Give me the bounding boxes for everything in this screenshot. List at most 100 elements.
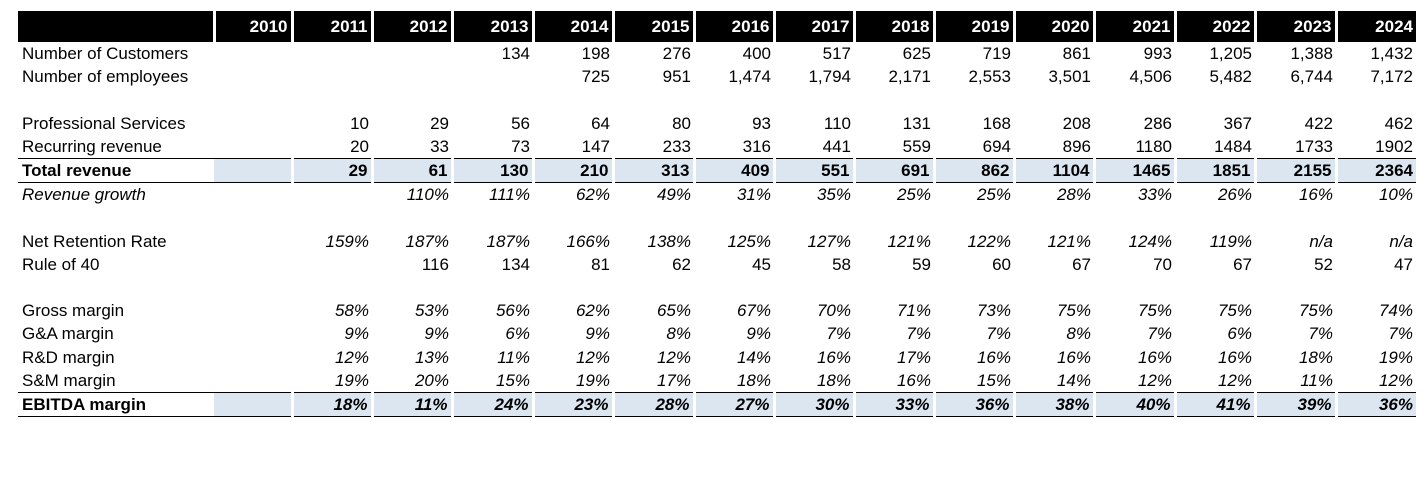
cell-net-retention-rate-2022: 119%: [1209, 231, 1252, 251]
cell-professional-services-2016: 93: [752, 113, 771, 133]
cell-revenue-growth-2018: 25%: [896, 185, 931, 205]
row-revenue-growth: Revenue growth 110% 111% 62% 49% 31% 35% 25% 25%…: [18, 183, 1416, 207]
cell-number-of-customers-2020: 861: [1062, 44, 1091, 64]
cell-randd-margin-2022: 16%: [1217, 347, 1252, 367]
year-header-2015: 2015: [611, 11, 694, 42]
cell-recurring-revenue-2012: 33: [430, 136, 449, 156]
cell-gross-margin-2010: [214, 299, 292, 322]
row-label: S&M margin: [22, 370, 116, 390]
cell-ganda-margin-2024: 7%: [1388, 324, 1413, 344]
cell-number-of-employees-2019: 2,553: [968, 67, 1011, 87]
cell-revenue-growth-2010: [214, 183, 292, 207]
cell-number-of-employees-2020: 3,501: [1048, 67, 1091, 87]
cell-randd-margin-2018: 17%: [896, 347, 931, 367]
cell-net-retention-rate-2018: 121%: [887, 231, 931, 251]
cell-number-of-customers-2022: 1,205: [1209, 44, 1252, 64]
year-header-2024: 2024: [1334, 11, 1416, 42]
cell-total-revenue-2022: 1851: [1173, 157, 1255, 184]
cell-ganda-margin-2022: 6%: [1227, 324, 1252, 344]
cell-total-revenue-2010: [214, 157, 292, 184]
year-header-2010: 2010: [212, 11, 292, 42]
cell-gross-margin-2023: 75%: [1298, 301, 1333, 321]
cell-ebitda-margin-2012: 11%: [370, 391, 452, 418]
cell-total-revenue-2023: 2155: [1253, 157, 1336, 184]
cell-number-of-customers-2015: 276: [662, 44, 691, 64]
cell-number-of-customers-2016: 400: [742, 44, 771, 64]
year-header-2021: 2021: [1092, 11, 1175, 42]
cell-ebitda-margin-2017: 30%: [772, 391, 854, 418]
cell-rule-of-40-2023: 52: [1314, 254, 1333, 274]
cell-number-of-employees-2013: [452, 65, 533, 88]
cell-ebitda-margin-2021: 40%: [1092, 391, 1175, 418]
cell-number-of-employees-2016: 1,474: [728, 67, 771, 87]
cell-gross-margin-2015: 65%: [656, 301, 691, 321]
cell-randd-margin-2020: 16%: [1056, 347, 1091, 367]
cell-ganda-margin-2015: 8%: [666, 324, 691, 344]
cell-randd-margin-2012: 13%: [414, 347, 449, 367]
cell-gross-margin-2011: 58%: [334, 301, 369, 321]
cell-gross-margin-2014: 62%: [575, 301, 610, 321]
cell-recurring-revenue-2014: 147: [581, 136, 610, 156]
row-label: Net Retention Rate: [22, 231, 167, 251]
cell-professional-services-2014: 64: [591, 113, 610, 133]
financial-metrics-table: 2010 2011 2012 2013 2014 2015 2016 2017 2018 2019…: [18, 11, 1416, 418]
row-ganda-margin: G&A margin 9% 9% 6% 9% 8% 9% 7% 7% 7% 8% 7% 6% 7% 7%: [18, 322, 1416, 345]
year-header-2014: 2014: [531, 11, 613, 42]
cell-number-of-employees-2012: [372, 65, 452, 88]
cell-professional-services-2021: 286: [1143, 113, 1172, 133]
cell-gross-margin-2013: 56%: [495, 301, 530, 321]
cell-revenue-growth-2024: 10%: [1378, 185, 1413, 205]
cell-revenue-growth-2012: 110%: [406, 185, 449, 205]
cell-ebitda-margin-2013: 24%: [450, 391, 533, 418]
cell-sandm-margin-2010: [214, 369, 292, 393]
cell-rule-of-40-2019: 60: [992, 254, 1011, 274]
cell-ganda-margin-2020: 8%: [1066, 324, 1091, 344]
cell-rule-of-40-2018: 59: [912, 254, 931, 274]
cell-rule-of-40-2021: 70: [1153, 254, 1172, 274]
cell-ganda-margin-2012: 9%: [424, 324, 449, 344]
cell-ebitda-margin-2022: 41%: [1173, 391, 1255, 418]
spacer-row: [18, 88, 1416, 111]
row-label: Professional Services: [22, 113, 186, 133]
cell-net-retention-rate-2015: 138%: [647, 231, 691, 251]
cell-ebitda-margin-2020: 38%: [1012, 391, 1094, 418]
row-label: Revenue growth: [22, 185, 146, 205]
cell-total-revenue-2017: 551: [772, 157, 854, 184]
cell-ganda-margin-2016: 9%: [746, 324, 771, 344]
cell-total-revenue-2014: 210: [531, 157, 613, 184]
cell-recurring-revenue-2020: 896: [1062, 136, 1091, 156]
cell-randd-margin-2015: 12%: [656, 347, 691, 367]
spacer-cell: [18, 276, 1416, 299]
row-label: Gross margin: [22, 301, 125, 321]
cell-number-of-employees-2018: 2,171: [888, 67, 931, 87]
cell-randd-margin-2016: 14%: [736, 347, 771, 367]
cell-sandm-margin-2012: 20%: [414, 370, 449, 390]
cell-randd-margin-2017: 16%: [816, 347, 851, 367]
cell-ganda-margin-2017: 7%: [826, 324, 851, 344]
row-professional-services: Professional Services 10 29 56 64 80 93 110 131 1…: [18, 112, 1416, 135]
cell-net-retention-rate-2011: 159%: [325, 231, 369, 251]
cell-sandm-margin-2014: 19%: [575, 370, 610, 390]
cell-number-of-employees-2023: 6,744: [1290, 67, 1333, 87]
year-header-2017: 2017: [772, 11, 854, 42]
year-header-row: 2010 2011 2012 2013 2014 2015 2016 2017 2018 2019…: [18, 11, 1416, 42]
cell-professional-services-2011: 10: [350, 113, 369, 133]
cell-gross-margin-2016: 67%: [736, 301, 771, 321]
cell-recurring-revenue-2018: 559: [902, 136, 931, 156]
row-total-revenue: Total revenue 29 61 130 210 313 409 551 691 862 11…: [18, 157, 1416, 184]
cell-gross-margin-2017: 70%: [816, 301, 851, 321]
cell-net-retention-rate-2017: 127%: [807, 231, 851, 251]
cell-rule-of-40-2011: [292, 253, 372, 276]
year-header-2016: 2016: [692, 11, 774, 42]
cell-total-revenue-2021: 1465: [1092, 157, 1175, 184]
cell-total-revenue-2016: 409: [692, 157, 774, 184]
cell-professional-services-2024: 462: [1384, 113, 1413, 133]
cell-number-of-customers-2014: 198: [581, 44, 610, 64]
cell-ebitda-margin-2019: 36%: [932, 391, 1014, 418]
cell-sandm-margin-2018: 16%: [896, 370, 931, 390]
cell-randd-margin-2024: 19%: [1378, 347, 1413, 367]
cell-ganda-margin-2013: 6%: [505, 324, 530, 344]
cell-revenue-growth-2023: 16%: [1298, 185, 1333, 205]
cell-professional-services-2017: 110: [823, 113, 851, 133]
row-label: Total revenue: [18, 157, 214, 184]
